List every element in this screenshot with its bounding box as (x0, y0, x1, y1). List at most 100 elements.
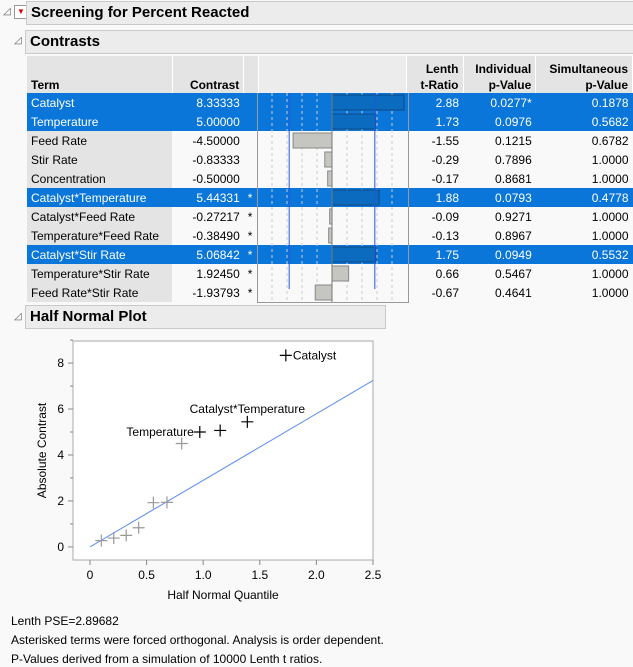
table-row[interactable]: Catalyst*Stir Rate 5.06842 * 1.75 0.0949… (27, 245, 633, 264)
simultaneous-p-cell: 0.5682 (535, 112, 633, 131)
contrast-bar (331, 189, 380, 206)
simultaneous-p-cell: 1.0000 (591, 171, 629, 186)
data-point (120, 529, 133, 542)
t-ratio-cell: -0.17 (431, 171, 459, 186)
orthogonal-star: * (243, 245, 259, 264)
contrast-cell: -1.93793 (192, 285, 240, 300)
contrast-cell: -4.50000 (192, 133, 240, 148)
simultaneous-p-cell: 1.0000 (591, 228, 629, 243)
contrast-bar (327, 170, 333, 187)
contrast-bar (331, 246, 377, 263)
table-row[interactable]: Catalyst*Feed Rate -0.27217 * -0.09 0.92… (27, 207, 633, 226)
individual-p-cell: 0.8967 (495, 228, 532, 243)
simultaneous-p-cell: 0.6782 (591, 133, 629, 148)
contrast-header: Contrast (172, 56, 245, 93)
pvalue-note: P-Values derived from a simulation of 10… (11, 652, 323, 666)
contrast-cell: -0.27217 (192, 209, 240, 224)
point-label: Temperature (126, 425, 194, 439)
orthogonal-star: * (243, 188, 259, 207)
term-cell: Feed Rate (27, 131, 173, 150)
orthogonal-star: * (247, 266, 253, 281)
contrast-bar (314, 284, 333, 301)
y-tick-label: 0 (57, 540, 64, 554)
data-point (132, 521, 145, 534)
simultaneous-p-cell: 0.4778 (535, 188, 633, 207)
contrast-cell: -0.83333 (192, 152, 240, 167)
data-point (214, 424, 227, 437)
x-tick-label: 2.5 (365, 568, 382, 582)
table-row[interactable]: Feed Rate -4.50000 -1.55 0.1215 0.6782 (27, 131, 633, 150)
simultaneous-p-cell: 0.5532 (535, 245, 633, 264)
t-ratio-cell: 1.88 (406, 188, 463, 207)
term-cell: Catalyst (27, 93, 173, 112)
contrasts-title: Contrasts (25, 30, 633, 54)
lenth-pse-note: Lenth PSE=2.89682 (11, 614, 119, 628)
data-point (175, 437, 188, 450)
contrast-cell: 5.44331 (172, 188, 244, 207)
t-ratio-cell: 1.75 (406, 245, 463, 264)
reference-line (89, 380, 374, 548)
simultaneous-p-cell: 1.0000 (591, 285, 629, 300)
term-cell: Feed Rate*Stir Rate (27, 283, 173, 302)
contrast-bar (324, 151, 333, 168)
table-row[interactable]: Temperature*Feed Rate -0.38490 * -0.13 0… (27, 226, 633, 245)
simultaneous-header: Simultaneous p-Value (535, 56, 633, 93)
simultaneous-p-cell: 1.0000 (591, 152, 629, 167)
t-ratio-cell: -0.13 (431, 228, 459, 243)
data-point (279, 349, 292, 362)
contrast-cell: -0.50000 (192, 171, 240, 186)
table-row[interactable]: Feed Rate*Stir Rate -1.93793 * -0.67 0.4… (27, 283, 633, 302)
term-cell: Catalyst*Stir Rate (27, 245, 173, 264)
orthogonal-note: Asterisked terms were forced orthogonal.… (11, 633, 384, 647)
data-point (160, 496, 173, 509)
individual-header: Individual p-Value (463, 56, 537, 93)
simultaneous-p-cell: 0.1878 (535, 93, 633, 112)
contrast-bar (331, 265, 350, 282)
t-ratio-cell: 2.88 (406, 93, 463, 112)
table-row[interactable]: Concentration -0.50000 -0.17 0.8681 1.00… (27, 169, 633, 188)
y-tick-label: 2 (57, 494, 64, 508)
term-cell: Catalyst*Feed Rate (27, 207, 173, 226)
individual-p-cell: 0.0976 (463, 112, 536, 131)
y-tick-label: 4 (57, 448, 64, 462)
table-row[interactable]: Stir Rate -0.83333 -0.29 0.7896 1.0000 (27, 150, 633, 169)
contrasts-disclosure-icon[interactable]: ◿ (14, 35, 22, 46)
y-tick-label: 8 (57, 356, 64, 370)
point-label: Catalyst (293, 348, 337, 362)
orthogonal-star (243, 112, 259, 131)
plot-frame (72, 340, 374, 561)
x-tick-label: 2.0 (308, 568, 325, 582)
data-point (95, 534, 108, 547)
contrast-cell: 8.33333 (172, 93, 244, 112)
individual-p-cell: 0.9271 (495, 209, 532, 224)
contrast-bar (292, 132, 333, 149)
disclosure-icon[interactable]: ◿ (3, 6, 11, 17)
t-ratio-cell: -1.55 (431, 133, 459, 148)
x-tick-label: 0 (87, 568, 94, 582)
orthogonal-star: * (247, 285, 253, 300)
report-title: Screening for Percent Reacted (26, 1, 633, 25)
lenth-header: Lenth t-Ratio (406, 56, 464, 93)
x-axis-label: Half Normal Quantile (167, 588, 279, 602)
t-ratio-cell: -0.29 (431, 152, 459, 167)
individual-p-cell: 0.0949 (463, 245, 536, 264)
contrast-bar-chart (257, 93, 409, 303)
table-row[interactable]: Temperature*Stir Rate 1.92450 * 0.66 0.5… (27, 264, 633, 283)
data-point (107, 532, 120, 545)
term-cell: Temperature (27, 112, 173, 131)
individual-p-cell: 0.5467 (495, 266, 532, 281)
individual-p-cell: 0.7896 (495, 152, 532, 167)
half-normal-disclosure-icon[interactable]: ◿ (14, 311, 22, 322)
term-cell: Catalyst*Temperature (27, 188, 173, 207)
contrast-cell: 5.00000 (172, 112, 244, 131)
y-axis-label: Absolute Contrast (35, 402, 49, 498)
orthogonal-star: * (247, 228, 253, 243)
term-cell: Temperature*Stir Rate (27, 264, 173, 283)
x-tick-label: 1.5 (251, 568, 268, 582)
contrast-bar (331, 94, 405, 111)
x-tick-label: 1.0 (195, 568, 212, 582)
data-point (241, 415, 254, 428)
term-cell: Concentration (27, 169, 173, 188)
x-tick-label: 0.5 (138, 568, 155, 582)
y-tick-label: 6 (57, 402, 64, 416)
